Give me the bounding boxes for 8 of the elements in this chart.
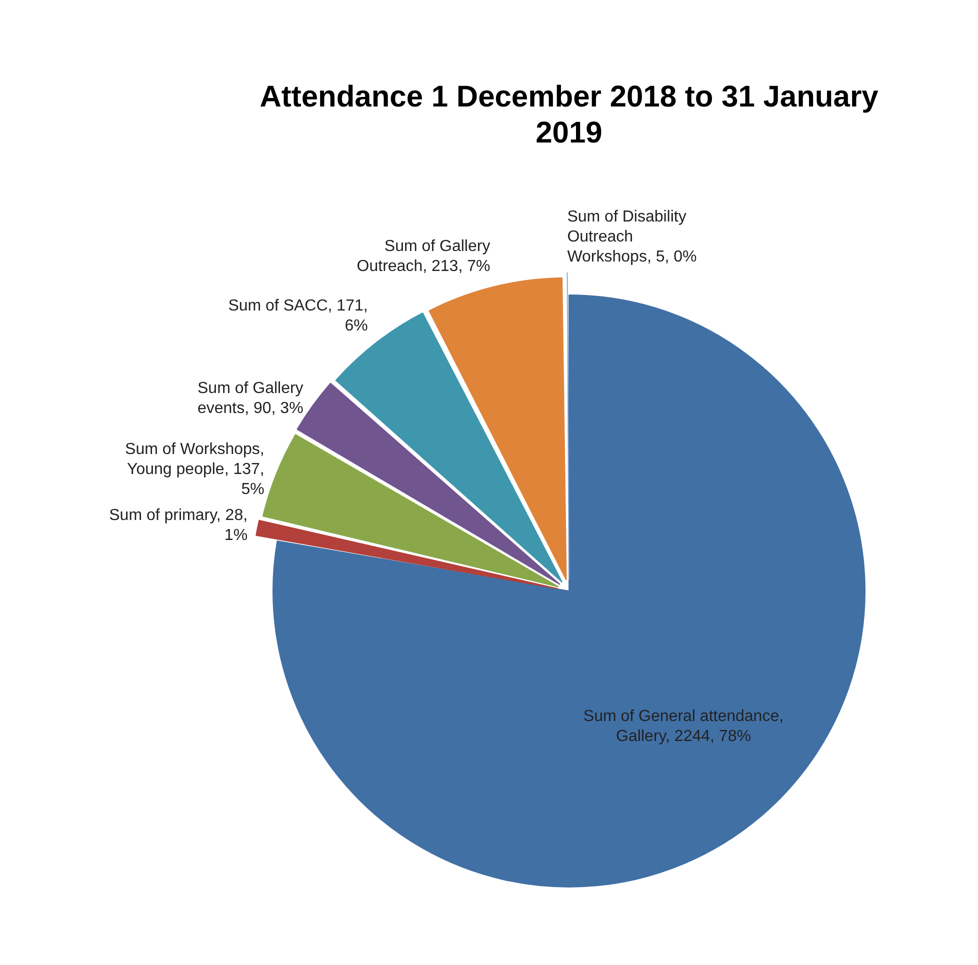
slice-label: Sum of General attendance, Gallery, 2244, 78% [583, 708, 784, 746]
chart-title: Attendance 1 December 2018 to 31 January 2019 [260, 80, 879, 150]
slice-label: Sum of Workshops, Young people, 137, 5% [125, 440, 264, 498]
slice-label: Sum of primary, 28, 1% [109, 507, 248, 544]
slice-label: Sum of SACC, 171, 6% [228, 297, 368, 334]
slice-label: Sum of Gallery Outreach, 213, 7% [356, 238, 490, 276]
slice-label: Sum of Gallery events, 90, 3% [197, 380, 304, 418]
slice-label: Sum of Disability Outreach Workshops, 5, 0% [567, 208, 697, 266]
